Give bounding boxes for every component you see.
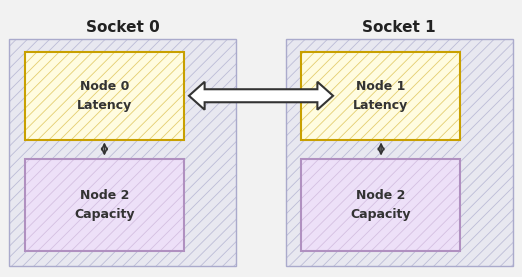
Bar	[301, 52, 460, 140]
Bar	[9, 39, 236, 266]
Bar	[25, 158, 184, 251]
Bar	[301, 52, 460, 140]
Bar	[301, 158, 460, 251]
Bar	[286, 39, 513, 266]
Bar	[301, 158, 460, 251]
Bar	[25, 52, 184, 140]
Bar	[25, 158, 184, 251]
Bar	[9, 39, 236, 266]
Text: Socket 1: Socket 1	[362, 19, 436, 35]
Text: Node 2
Capacity: Node 2 Capacity	[75, 189, 135, 221]
Text: Node 2
Capacity: Node 2 Capacity	[351, 189, 411, 221]
Text: Socket 0: Socket 0	[86, 19, 160, 35]
Bar	[286, 39, 513, 266]
Text: Node 0
Latency: Node 0 Latency	[77, 80, 132, 112]
Bar	[25, 52, 184, 140]
Text: Node 1
Latency: Node 1 Latency	[353, 80, 408, 112]
Polygon shape	[189, 82, 333, 110]
